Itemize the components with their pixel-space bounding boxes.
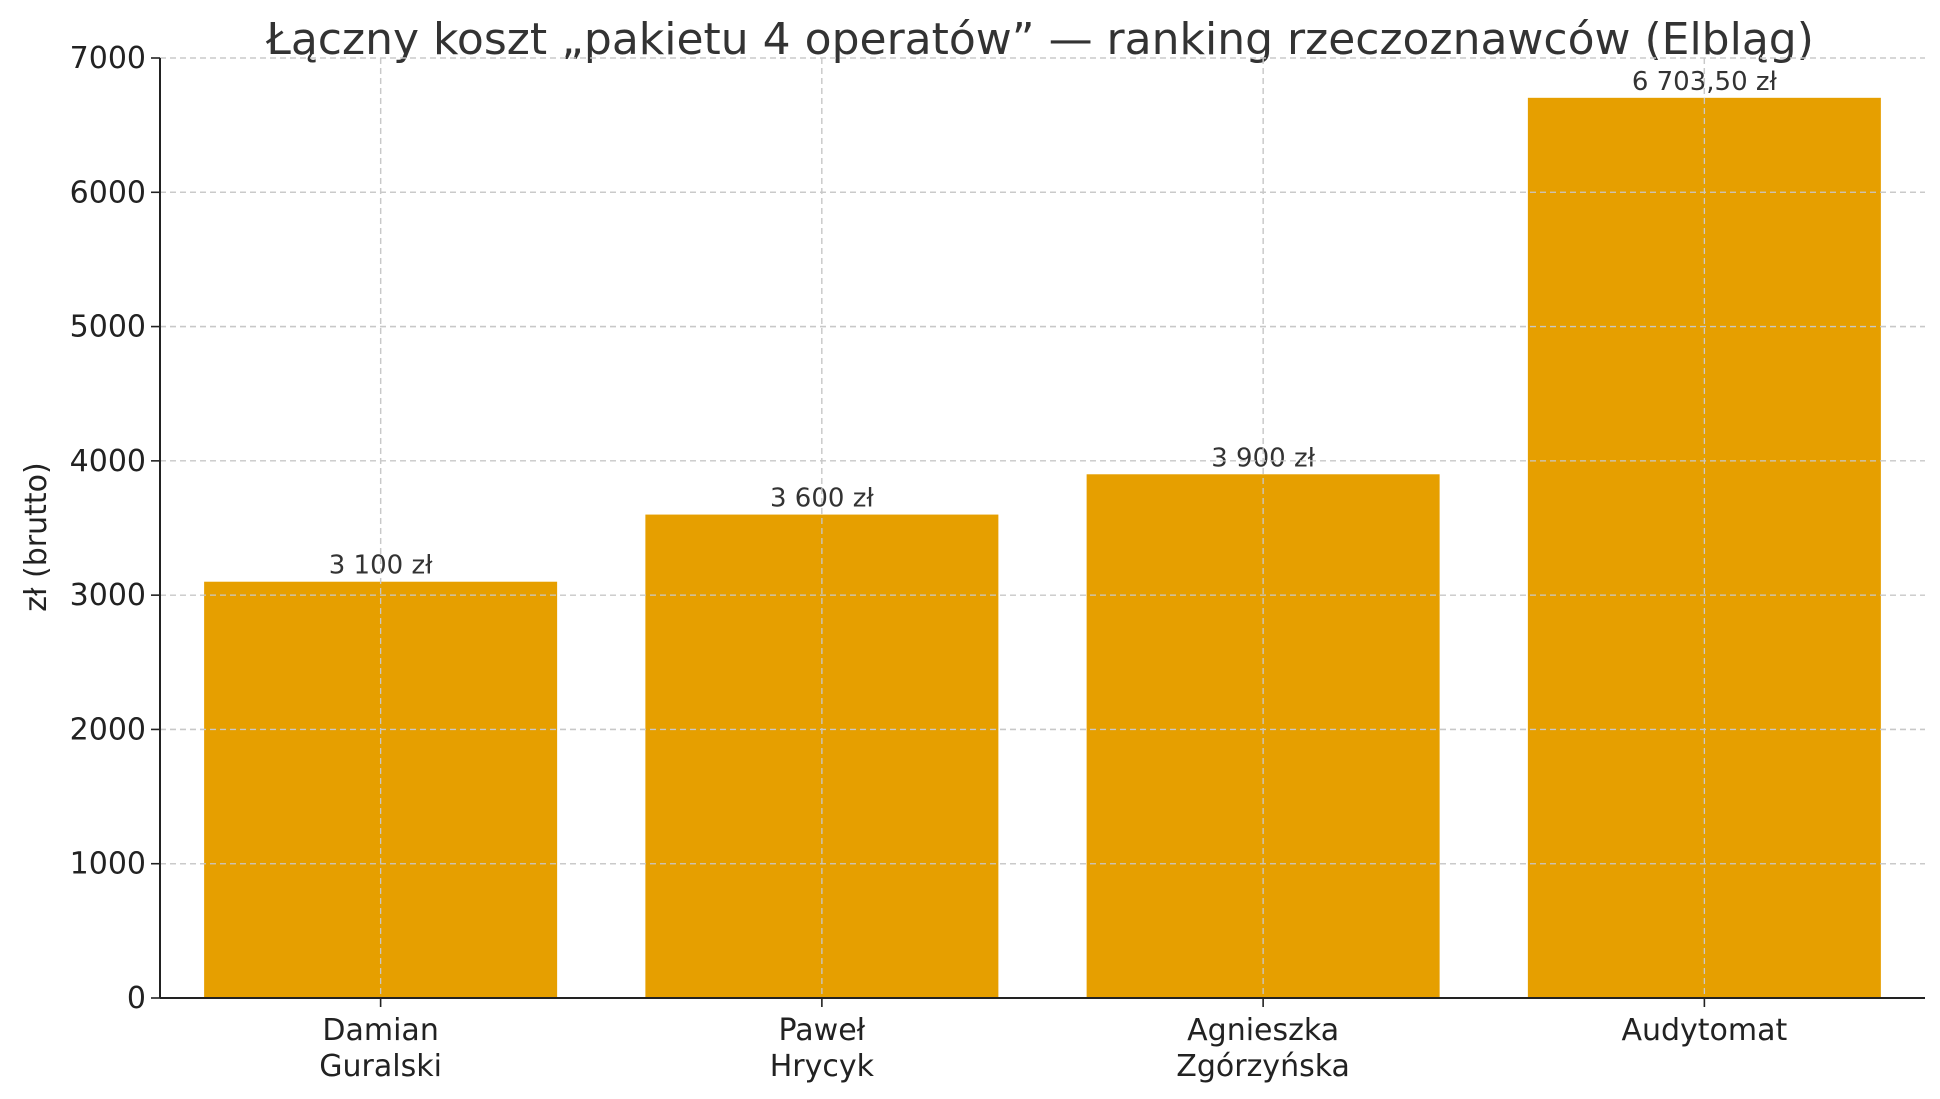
chart-title: Łączny koszt „pakietu 4 operatów” — rank… [265, 14, 1814, 65]
x-tick-label-line: Guralski [319, 1049, 442, 1084]
axes-layer: 0 1000 2000 3000 4000 5000 6000 7000 DamianGural… [70, 41, 1925, 1084]
bars-layer: 3 100 zł3 600 zł3 900 zł6 703,50 zł [204, 67, 1881, 998]
y-tick-label: 2000 [70, 712, 146, 747]
x-tick-label-line: Audytomat [1621, 1013, 1787, 1048]
x-tick-label-line: Zgórzyńska [1176, 1049, 1350, 1084]
x-tick-label-line: Damian [322, 1013, 438, 1048]
y-tick-label: 7000 [70, 41, 146, 76]
bar-value-label: 3 100 zł [329, 551, 433, 581]
x-tick-label-line: Hrycyk [770, 1049, 875, 1084]
y-tick-label: 6000 [70, 175, 146, 210]
bar [1527, 97, 1881, 998]
y-tick-label: 4000 [70, 444, 146, 479]
y-tick-label: 5000 [70, 310, 146, 345]
y-tick-label: 3000 [70, 578, 146, 613]
x-tick-label-line: Paweł [779, 1013, 866, 1048]
x-tick-label-line: Agnieszka [1187, 1013, 1339, 1048]
y-tick-label: 1000 [70, 847, 146, 882]
bar [645, 514, 999, 998]
y-tick-label: 0 [127, 981, 146, 1016]
x-tick-label: Audytomat [1621, 1013, 1787, 1048]
y-axis-label: zł (brutto) [19, 462, 54, 612]
